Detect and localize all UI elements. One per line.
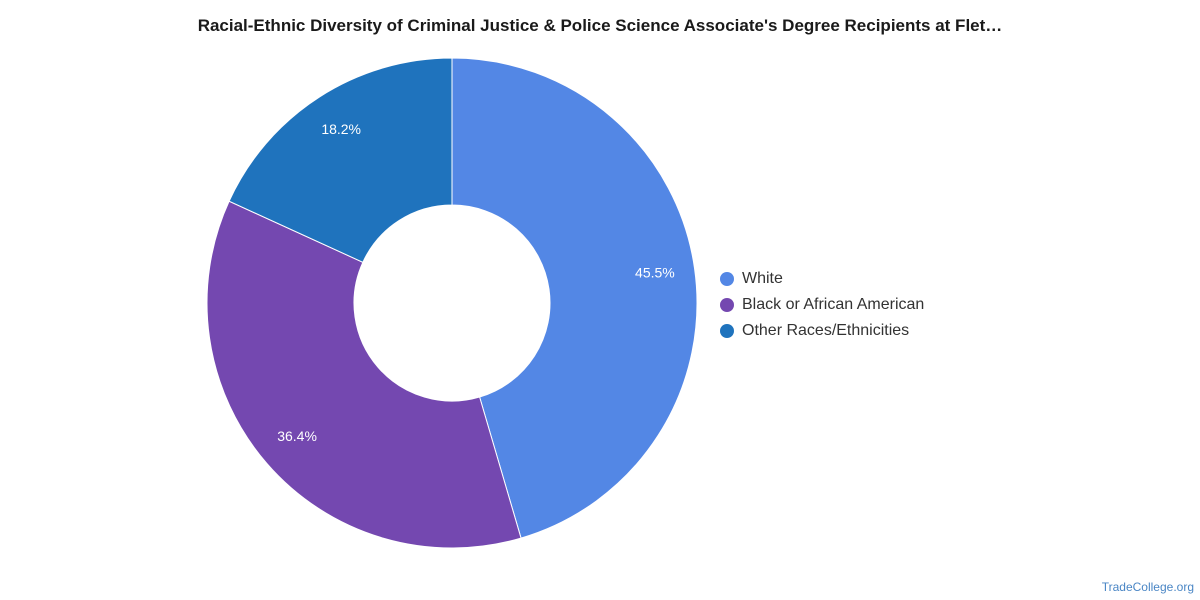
legend-item-white[interactable]: White [720,266,924,292]
legend: White Black or African American Other Ra… [720,266,924,344]
legend-swatch-black-or-african-american [720,298,734,312]
legend-swatch-white [720,272,734,286]
legend-item-other-races-ethnicities[interactable]: Other Races/Ethnicities [720,318,924,344]
legend-label-white: White [742,270,783,287]
slice-label-white: 45.5% [635,265,675,281]
chart-title: Racial-Ethnic Diversity of Criminal Just… [197,16,1003,35]
slice-other-races-ethnicities[interactable] [228,57,453,263]
legend-label-other-races-ethnicities: Other Races/Ethnicities [742,322,910,339]
legend-label-black-or-african-american: Black or African American [742,296,925,313]
source-credit[interactable]: TradeCollege.org [1101,580,1194,594]
legend-item-black-or-african-american[interactable]: Black or African American [720,292,924,318]
slice-label-other-races-ethnicities: 18.2% [321,121,361,137]
legend-swatch-other-races-ethnicities [720,324,734,338]
slice-white[interactable] [451,57,698,539]
slice-label-black-or-african-american: 36.4% [277,428,317,444]
slice-black-or-african-american[interactable] [206,200,522,549]
